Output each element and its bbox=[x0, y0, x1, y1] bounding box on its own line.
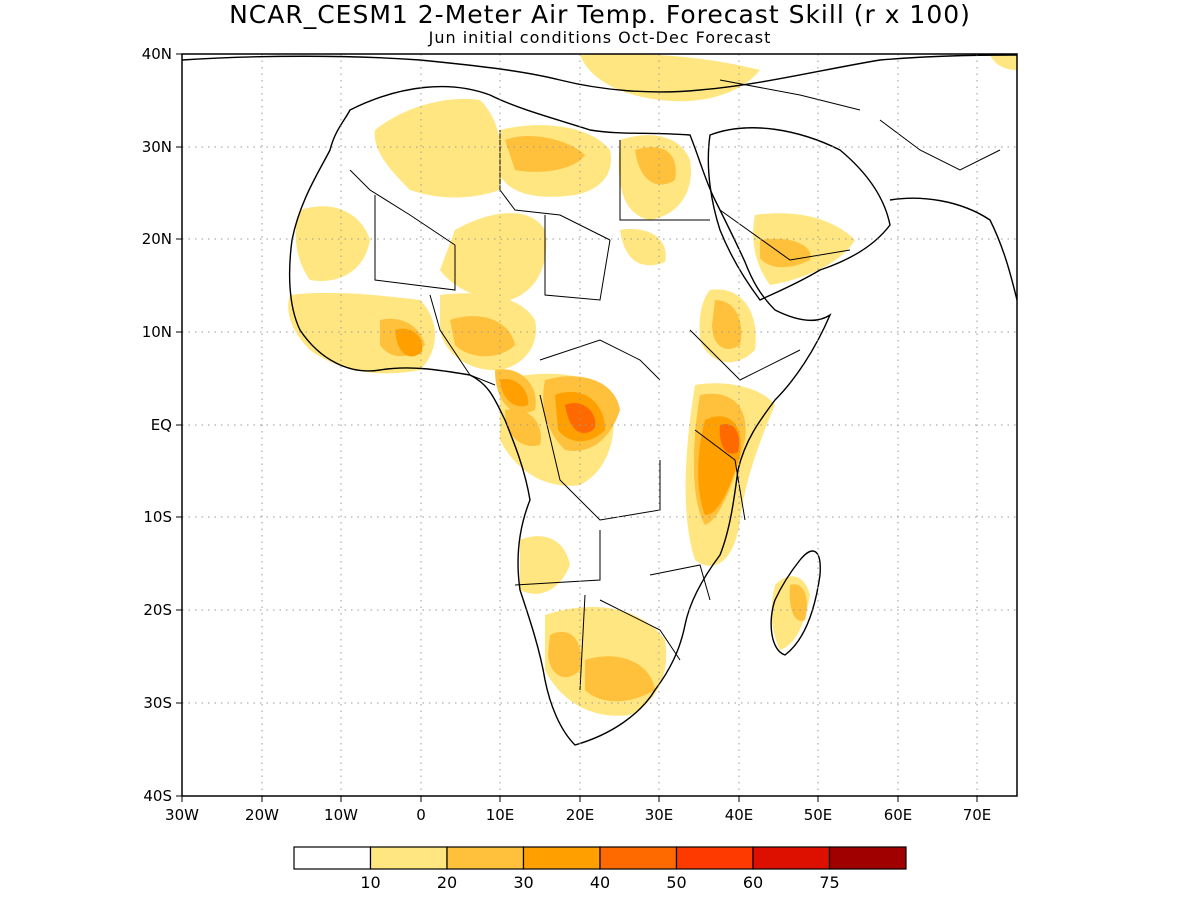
colorbar-label: 20 bbox=[437, 873, 457, 892]
lon-tick-label: 20W bbox=[245, 806, 279, 824]
skill-region-madagascar-core bbox=[789, 584, 807, 621]
tick-marks bbox=[176, 53, 978, 802]
lon-tick-label: 30W bbox=[165, 806, 199, 824]
skill-region-botswana-core bbox=[548, 631, 581, 678]
colorbar-label: 60 bbox=[743, 873, 763, 892]
skill-region-ne-corner bbox=[990, 55, 1017, 70]
lon-tick-label: 10E bbox=[486, 806, 515, 824]
chart-title: NCAR_CESM1 2-Meter Air Temp. Forecast Sk… bbox=[229, 0, 971, 29]
lon-tick-label: 0 bbox=[416, 806, 426, 824]
lat-tick-label: EQ bbox=[151, 416, 172, 434]
colorbar-label: 30 bbox=[513, 873, 533, 892]
border-libya-chad bbox=[499, 130, 611, 241]
lat-tick-label: 30S bbox=[143, 694, 172, 712]
borders-layer bbox=[349, 79, 1001, 691]
border-angola bbox=[514, 530, 601, 586]
lat-tick-label: 10N bbox=[142, 323, 172, 341]
coastline-layer bbox=[182, 54, 1017, 746]
border-namibia bbox=[579, 594, 586, 691]
skill-region-sudan-east bbox=[620, 229, 666, 266]
lon-tick-label: 30E bbox=[645, 806, 674, 824]
border-iran bbox=[879, 119, 1001, 171]
skill-region-sa-core bbox=[585, 656, 655, 702]
lat-tick-label: 10S bbox=[143, 508, 172, 526]
border-mali-niger bbox=[374, 195, 456, 291]
skill-region-gabon-core bbox=[505, 409, 541, 446]
skill-region-ethiopia-core bbox=[712, 300, 742, 349]
skill-region-cameroon-high bbox=[500, 379, 529, 407]
chart-subtitle: Jun initial conditions Oct-Dec Forecast bbox=[428, 28, 772, 47]
lat-tick-label: 30N bbox=[142, 138, 172, 156]
graticule bbox=[182, 54, 1017, 796]
border-drc bbox=[539, 394, 661, 521]
skill-region-arabia-core bbox=[760, 238, 811, 268]
colorbar: 10 20 30 40 50 60 75 bbox=[293, 846, 907, 892]
border-tanzania bbox=[694, 429, 746, 521]
lat-tick-label: 20S bbox=[143, 601, 172, 619]
skill-region-sahara bbox=[374, 99, 502, 198]
skill-region-kenya-peak bbox=[719, 424, 740, 454]
arabia-coastline bbox=[707, 127, 891, 301]
skill-region-mauritania bbox=[295, 206, 370, 281]
colorbar-swatch bbox=[599, 846, 678, 870]
skill-40-50-layer bbox=[565, 402, 740, 454]
skill-region-egypt-core bbox=[635, 147, 676, 185]
longitude-labels: 30W 20W 10W 0 10E 20E 30E 40E 50E 60E 70… bbox=[165, 806, 991, 824]
border-algeria-mali bbox=[349, 169, 456, 246]
colorbar-swatch bbox=[369, 846, 448, 870]
europe-coastline bbox=[182, 54, 1017, 93]
colorbar-label: 40 bbox=[590, 873, 610, 892]
border-saudi bbox=[719, 209, 851, 261]
skill-region-angola bbox=[520, 536, 570, 594]
colorbar-label: 50 bbox=[666, 873, 686, 892]
skill-region-chad bbox=[440, 213, 547, 300]
lat-tick-label: 40S bbox=[143, 787, 172, 805]
skill-region-med-north bbox=[580, 54, 760, 102]
border-mozambique bbox=[649, 564, 711, 601]
colorbar-swatch bbox=[828, 846, 907, 870]
lon-tick-label: 10W bbox=[324, 806, 358, 824]
border-botswana bbox=[599, 599, 681, 661]
border-chad-sudan bbox=[544, 215, 611, 301]
asia-coastline bbox=[889, 197, 1017, 301]
lat-tick-label: 20N bbox=[142, 230, 172, 248]
madagascar-coastline bbox=[770, 550, 821, 656]
lon-tick-label: 50E bbox=[804, 806, 833, 824]
colorbar-label: 75 bbox=[819, 873, 839, 892]
border-turkey bbox=[719, 79, 861, 111]
lon-tick-label: 20E bbox=[566, 806, 595, 824]
colorbar-swatch bbox=[675, 846, 754, 870]
lon-tick-label: 60E bbox=[884, 806, 913, 824]
skill-region-nigeria-core bbox=[450, 316, 515, 357]
colorbar-swatch bbox=[752, 846, 831, 870]
colorbar-swatch bbox=[522, 846, 601, 870]
africa-coastline bbox=[288, 85, 832, 746]
border-egypt-sudan bbox=[619, 140, 710, 221]
colorbar-swatch bbox=[446, 846, 525, 870]
border-ethiopia bbox=[689, 329, 801, 381]
lat-tick-label: 40N bbox=[142, 45, 172, 63]
colorbar-swatch bbox=[293, 846, 372, 870]
skill-region-ghana-high bbox=[395, 328, 423, 357]
skill-region-libya-core bbox=[505, 135, 585, 172]
colorbar-label: 10 bbox=[360, 873, 380, 892]
border-car bbox=[539, 339, 661, 381]
lon-tick-label: 40E bbox=[725, 806, 754, 824]
lon-tick-label: 70E bbox=[963, 806, 992, 824]
latitude-labels: 40N 30N 20N 10N EQ 10S 20S 30S 40S bbox=[142, 45, 172, 805]
border-nigeria bbox=[429, 294, 496, 386]
